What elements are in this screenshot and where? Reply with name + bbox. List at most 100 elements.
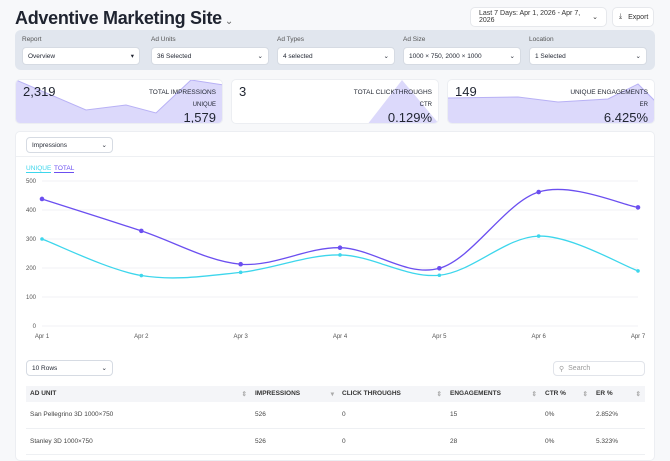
data-point [437, 273, 442, 278]
filter-select[interactable]: Overview ▾ [22, 47, 140, 65]
filter-value: Overview [28, 52, 56, 60]
date-range-label: Last 7 Days: Apr 1, 2026 - Apr 7, 2026 [479, 10, 581, 24]
data-point [636, 269, 640, 273]
column-label: CLICK THROUGHS [342, 390, 401, 397]
data-point [337, 245, 343, 250]
rows-select[interactable]: 10 Rows ⌄ [26, 360, 113, 376]
chevron-down-icon: ⌄ [257, 53, 263, 60]
data-point [536, 189, 541, 195]
data-point [40, 237, 44, 241]
sort-icon: ▾ [330, 391, 334, 398]
search-icon: ⚲ [559, 365, 565, 373]
search-input[interactable]: ⚲ Search [553, 361, 645, 376]
page-title[interactable]: Adventive Marketing Site ⌄ [15, 8, 233, 29]
column-label: ER % [596, 390, 613, 397]
table-cell: Stanley 3D 1000×750 [26, 428, 251, 455]
filter-value: 36 Selected [157, 52, 192, 60]
stat-label: TOTAL CLICKTHROUGHS [353, 89, 432, 96]
search-placeholder: Search [568, 365, 591, 372]
filter-select[interactable]: 1000 × 750, 2000 × 1000 ⌄ [403, 47, 521, 65]
column-label: IMPRESSIONS [255, 390, 301, 397]
x-tick-label: Apr 4 [333, 334, 348, 340]
table-cell: 28 [446, 428, 541, 455]
table-cell: 526 [251, 402, 338, 429]
chevron-down-icon: ⌄ [592, 14, 598, 21]
filter-select[interactable]: 4 selected ⌄ [277, 47, 395, 65]
table-row[interactable]: San Pellegrino 3D 1000×750 526 0 15 0% 2.852% [26, 402, 645, 429]
data-point [39, 196, 45, 202]
filter-value: 1 Selected [535, 52, 566, 60]
stat-value: 3 [239, 84, 247, 99]
y-tick-label: 400 [26, 208, 37, 214]
chevron-down-icon: ⌄ [224, 16, 233, 27]
series-line-unique [41, 235, 639, 279]
export-label: Export [628, 13, 649, 21]
y-tick-label: 100 [26, 295, 37, 301]
column-header[interactable]: CLICK THROUGHS ⇕ [338, 386, 446, 402]
column-header[interactable]: ER % ⇕ [592, 386, 645, 402]
table-cell: 5.323% [592, 428, 645, 455]
sort-icon: ⇕ [635, 391, 641, 398]
data-point [536, 234, 541, 238]
chevron-down-icon: ⌄ [101, 142, 107, 149]
y-tick-label: 300 [26, 237, 37, 243]
table-cell: 0 [338, 402, 446, 429]
stat-value: 2,319 [23, 84, 56, 99]
stat-sub-label: UNIQUE [192, 102, 216, 108]
filter-1: Ad Units 36 Selected ⌄ [151, 36, 269, 65]
data-point [139, 273, 144, 278]
sparkline [16, 80, 222, 123]
data-point [437, 265, 442, 271]
stat-label: TOTAL IMPRESSIONS [148, 89, 216, 96]
x-tick-label: Apr 6 [531, 334, 546, 340]
filter-select[interactable]: 36 Selected ⌄ [151, 47, 269, 65]
sort-icon: ⇕ [241, 391, 247, 398]
table-cell: 0% [541, 428, 592, 455]
filter-label: Ad Units [151, 36, 176, 43]
series-line-total [41, 188, 639, 271]
stat-sub-label: CTR [419, 102, 432, 108]
stat-card: 149 UNIQUE ENGAGEMENTS ER 6.425% [447, 79, 655, 124]
stat-card: 2,319 TOTAL IMPRESSIONS UNIQUE 1,579 [15, 79, 223, 124]
sort-icon: ⇕ [531, 391, 537, 398]
filter-select[interactable]: 1 Selected ⌄ [529, 47, 647, 65]
chart-panel: Impressions ⌄ UNIQUE TOTAL 0 100 200 300 400 5… [15, 131, 655, 461]
rows-select-value: 10 Rows [32, 364, 58, 372]
metric-select[interactable]: Impressions ⌄ [26, 137, 113, 153]
metric-select-value: Impressions [32, 141, 68, 149]
legend-unique[interactable]: UNIQUE [26, 165, 52, 173]
table-cell: 0% [541, 402, 592, 429]
y-tick-label: 500 [26, 179, 37, 185]
table-cell: 2.852% [592, 402, 645, 429]
site-name: Adventive Marketing Site [15, 8, 222, 28]
filter-value: 4 selected [283, 52, 313, 60]
export-button[interactable]: ⤓ Export [612, 7, 654, 27]
column-header[interactable]: AD UNIT ⇕ [26, 386, 251, 402]
x-tick-label: Apr 2 [134, 334, 149, 340]
sparkline [448, 83, 654, 123]
x-tick-label: Apr 1 [35, 334, 50, 340]
y-tick-label: 0 [33, 324, 37, 330]
ad-unit-table: AD UNIT ⇕ IMPRESSIONS ▾ CLICK THROUGHS ⇕ ENGAG… [26, 386, 645, 455]
y-tick-label: 200 [26, 266, 37, 272]
column-header[interactable]: IMPRESSIONS ▾ [251, 386, 338, 402]
sort-icon: ⇕ [582, 391, 588, 398]
date-range-button[interactable]: Last 7 Days: Apr 1, 2026 - Apr 7, 2026 ⌄ [470, 7, 607, 27]
divider [16, 156, 654, 157]
table-row[interactable]: Stanley 3D 1000×750 526 0 28 0% 5.323% [26, 428, 645, 455]
column-header[interactable]: ENGAGEMENTS ⇕ [446, 386, 541, 402]
stat-sub-label: ER [639, 102, 648, 108]
legend-total[interactable]: TOTAL [54, 165, 75, 173]
download-icon: ⤓ [619, 13, 623, 20]
sort-icon: ⇕ [436, 391, 442, 398]
stat-value: 149 [455, 84, 477, 99]
filter-label: Report [22, 36, 42, 43]
column-header[interactable]: CTR % ⇕ [541, 386, 592, 402]
data-point [635, 205, 641, 210]
sparkline [368, 80, 438, 123]
filter-3: Ad Size 1000 × 750, 2000 × 1000 ⌄ [403, 36, 521, 65]
data-point [238, 261, 243, 267]
filter-2: Ad Types 4 selected ⌄ [277, 36, 395, 65]
filter-bar: Report Overview ▾ Ad Units 36 Selected ⌄ Ad Ty… [15, 30, 655, 70]
filter-0: Report Overview ▾ [22, 36, 140, 65]
